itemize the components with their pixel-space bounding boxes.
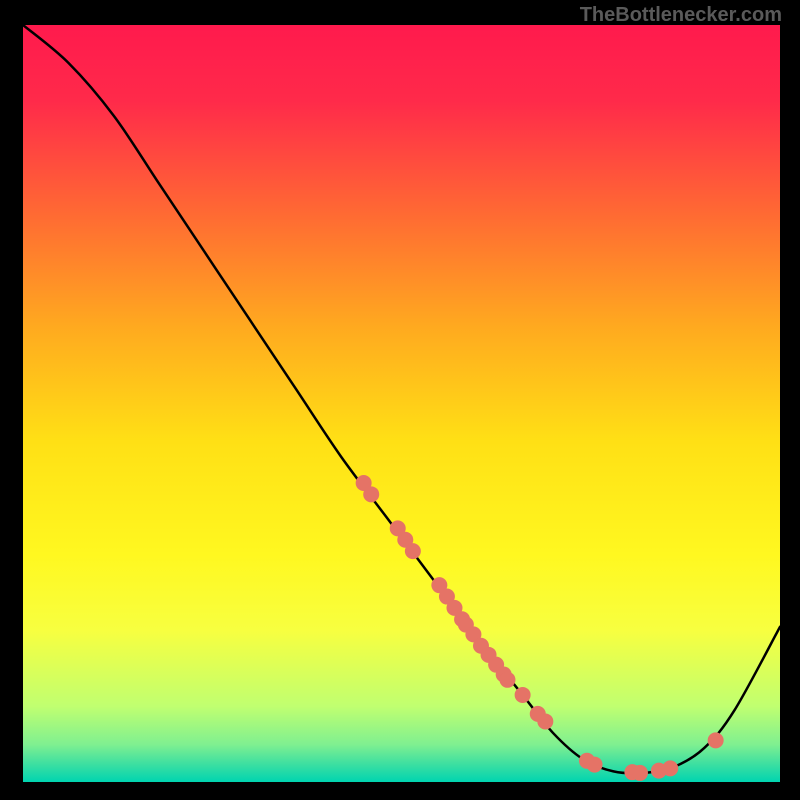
- data-marker: [499, 672, 515, 688]
- data-marker: [632, 765, 648, 781]
- data-marker: [405, 543, 421, 559]
- data-marker: [515, 687, 531, 703]
- watermark-text: TheBottlenecker.com: [580, 4, 782, 27]
- data-marker: [363, 486, 379, 502]
- data-marker: [537, 713, 553, 729]
- plot-background: [23, 25, 780, 782]
- data-marker: [587, 757, 603, 773]
- plot-svg: [23, 25, 780, 782]
- data-marker: [662, 760, 678, 776]
- data-marker: [708, 732, 724, 748]
- chart-container: TheBottlenecker.com: [0, 0, 800, 800]
